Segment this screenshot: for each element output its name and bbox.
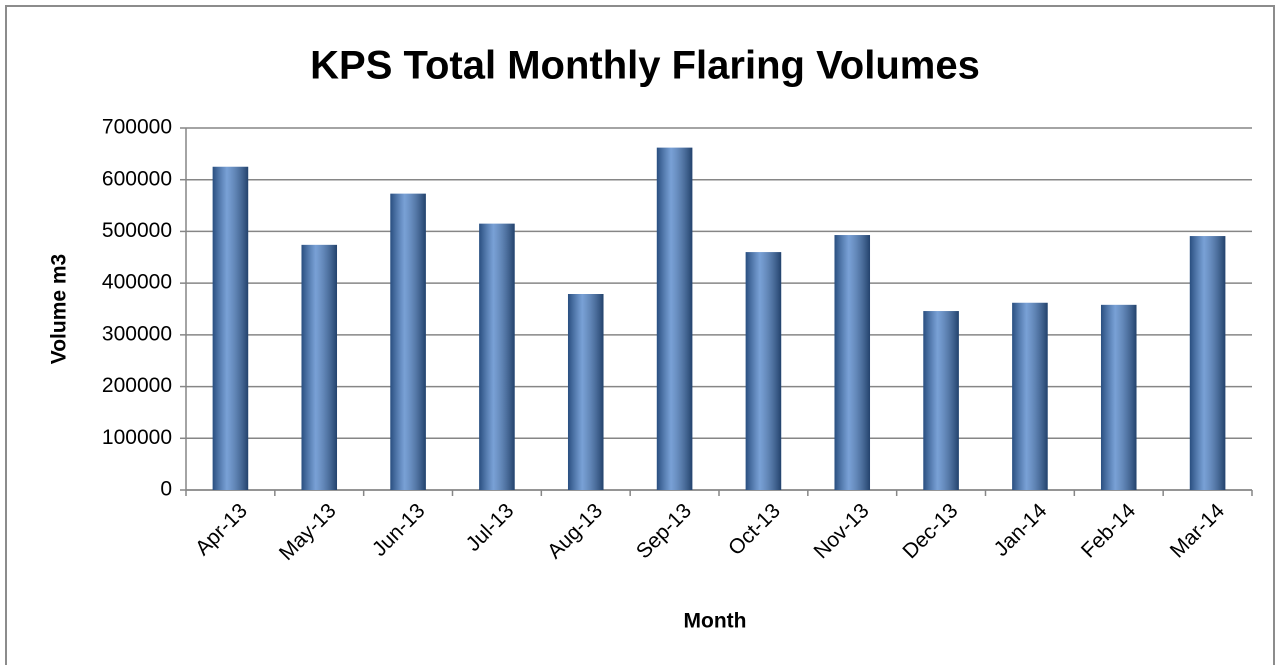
bar-shading xyxy=(390,193,426,491)
y-tick-label: 200000 xyxy=(102,374,172,397)
bar-shading xyxy=(1189,236,1226,490)
x-axis-label: Month xyxy=(684,610,747,633)
bar-shading xyxy=(745,252,782,490)
bar-shading xyxy=(479,223,515,490)
bar-shading xyxy=(923,311,959,490)
y-axis-label: Volume m3 xyxy=(48,254,71,364)
y-tick-label: 700000 xyxy=(102,116,172,139)
bar-shading xyxy=(567,294,604,490)
bar-shading xyxy=(301,244,338,490)
y-tick-label: 100000 xyxy=(102,426,172,449)
chart-title: KPS Total Monthly Flaring Volumes xyxy=(310,44,980,88)
bar-shading xyxy=(1012,302,1048,490)
bar-shading xyxy=(212,166,249,491)
y-tick-label: 400000 xyxy=(102,271,172,294)
bar-shading xyxy=(1100,304,1137,490)
bar-shading xyxy=(834,235,871,490)
y-tick-label: 500000 xyxy=(102,219,172,242)
bar-shading xyxy=(656,147,693,490)
y-tick-label: 600000 xyxy=(102,167,172,190)
y-tick-label: 300000 xyxy=(102,322,172,345)
y-tick-label: 0 xyxy=(160,478,172,501)
